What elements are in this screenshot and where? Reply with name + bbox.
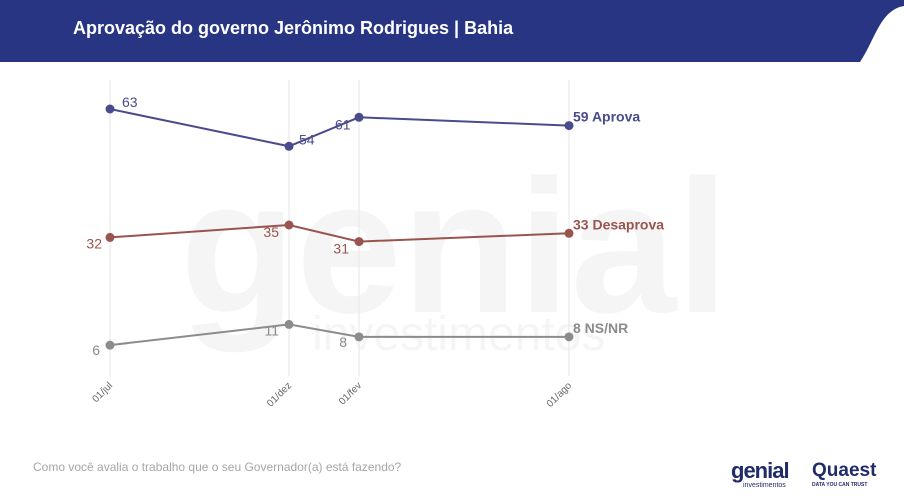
data-label: 11 [264,322,279,338]
quaest-logo: Quaest DATA YOU CAN TRUST [812,460,882,490]
data-point [105,340,115,350]
data-point [105,104,115,114]
survey-question: Como você avalia o trabalho que o seu Go… [33,460,402,474]
data-label: 31 [333,241,349,257]
end-label: 59 Aprova [573,109,640,125]
data-point [564,332,574,342]
series-line-desaprova [109,223,570,243]
data-point [284,220,294,230]
data-point [284,141,294,151]
series-line-aprova [109,108,570,148]
data-label: 32 [86,235,102,251]
data-label: 61 [335,116,351,132]
watermark-word: genial [180,141,729,353]
data-point [564,228,574,238]
data-label: 8 [339,334,347,350]
data-point [284,319,294,329]
x-tick-label: 01/ago [545,380,575,410]
header-background [0,0,904,62]
end-label: 8 NS/NR [573,320,628,336]
genial-logo-word: genial [731,458,790,483]
page-title: Aprovação do governo Jerônimo Rodrigues … [73,18,514,38]
data-label: 35 [263,224,279,240]
header-bar [0,0,904,62]
data-point [105,232,115,242]
data-point [354,237,364,247]
data-point [354,112,364,122]
x-tick-label: 01/fev [337,380,364,407]
data-point [564,121,574,131]
quaest-logo-word: Quaest [812,460,877,481]
series-line-nsnr [109,323,569,347]
x-tick-label: 01/jul [90,380,115,405]
end-label: 33 Desaprova [573,216,664,232]
data-point [354,332,364,342]
genial-logo-sub: investimentos [743,482,786,489]
data-label: 6 [92,342,100,358]
quaest-logo-sub: DATA YOU CAN TRUST [812,482,868,488]
x-tick-label: 01/dez [265,380,294,409]
genial-logo: genial investimentos [731,460,805,490]
data-label: 54 [299,131,315,147]
data-label: 63 [122,94,138,110]
